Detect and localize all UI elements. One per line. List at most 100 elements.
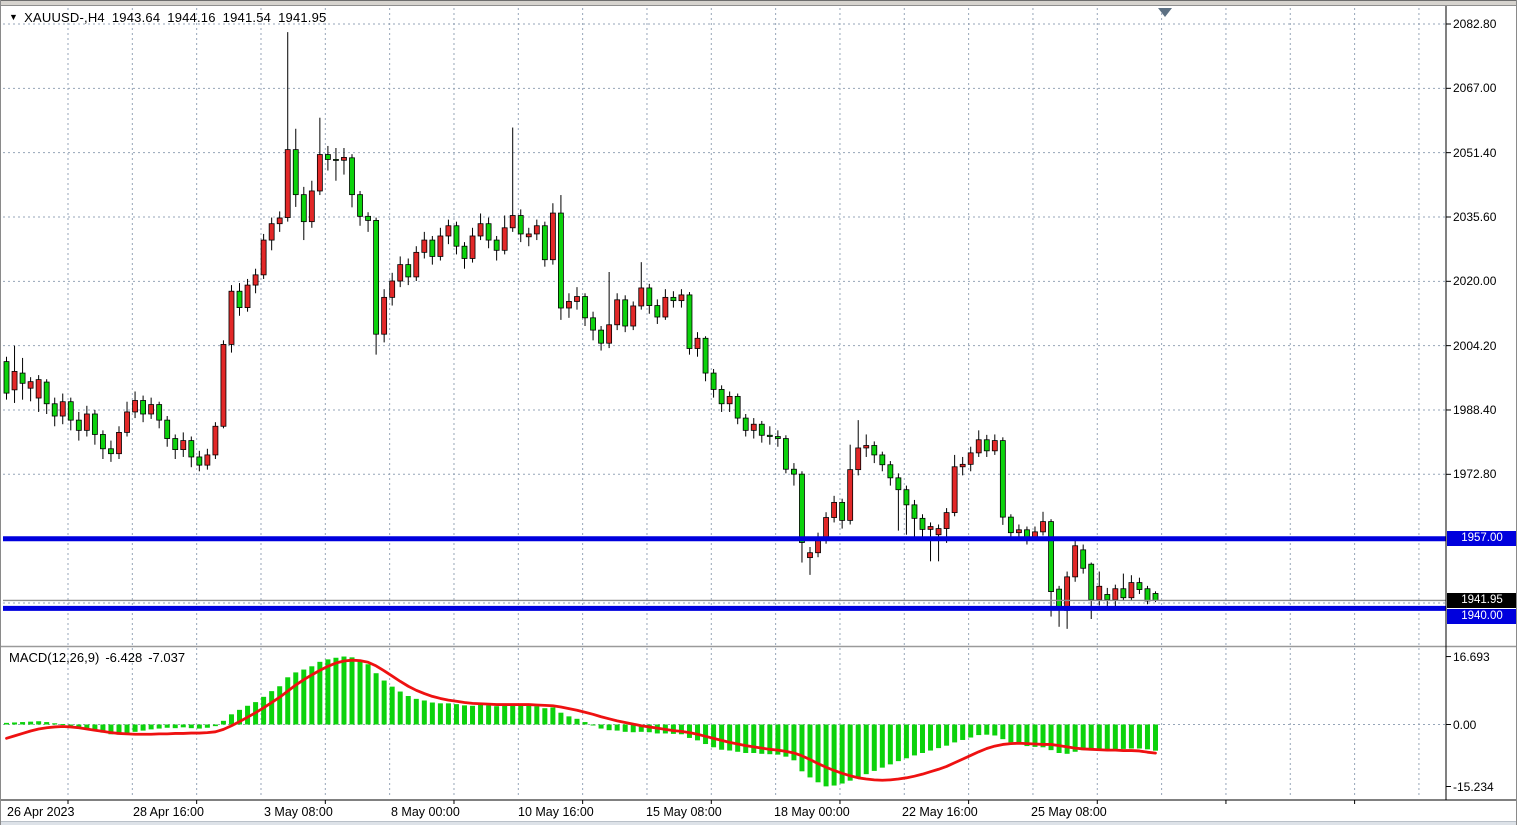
macd-histogram-bar: [486, 705, 492, 725]
candle-body: [670, 296, 677, 302]
macd-histogram-bar: [903, 724, 909, 759]
macd-histogram-bar: [936, 724, 942, 749]
macd-histogram-bar: [1088, 724, 1094, 751]
macd-histogram-bar: [558, 712, 564, 725]
macd-histogram-bar: [678, 724, 684, 735]
candle-body: [324, 154, 331, 160]
low-value: 1941.54: [222, 10, 272, 25]
candle-body: [959, 463, 966, 468]
macd-histogram-bar: [309, 666, 315, 725]
macd-histogram-bar: [1008, 724, 1014, 743]
time-axis-label: 15 May 08:00: [646, 805, 722, 819]
candle-body: [35, 379, 42, 399]
price-axis-label: 2004.20: [1453, 338, 1497, 353]
close-value: 1941.95: [278, 10, 327, 25]
macd-histogram-bar: [783, 724, 789, 757]
candle-body: [1064, 576, 1071, 611]
candle-body: [782, 438, 789, 470]
candle-body: [148, 404, 155, 415]
candle-body: [308, 190, 315, 223]
candle-body: [726, 395, 733, 405]
macd-histogram-bar: [405, 696, 411, 725]
macd-histogram-bar: [84, 724, 90, 730]
macd-histogram-bar: [12, 722, 18, 725]
open-value: 1943.64: [111, 10, 161, 25]
macd-histogram-bar: [1048, 724, 1054, 751]
time-axis-label: 26 Apr 2023: [7, 805, 75, 819]
macd-histogram-bar: [727, 724, 733, 751]
candle-body: [1104, 594, 1111, 601]
macd-histogram-bar: [437, 703, 443, 725]
candle-body: [590, 317, 596, 331]
macd-signal-line: [5, 658, 1157, 782]
candle-body: [100, 434, 106, 450]
macd-histogram-bar: [759, 724, 765, 754]
macd-histogram-bar: [614, 724, 620, 731]
symbol-period-label: XAUUSD-,H4: [24, 10, 105, 25]
candle-body: [212, 425, 219, 456]
macd-histogram-bar: [228, 714, 234, 725]
candle-body: [381, 296, 388, 335]
candle-body: [975, 439, 982, 454]
candle-body: [686, 294, 693, 349]
macd-histogram-bar: [686, 724, 692, 738]
candle-body: [983, 439, 990, 452]
macd-histogram-bar: [172, 724, 178, 729]
macd-histogram-bar: [397, 691, 403, 725]
macd-histogram-bar: [1056, 724, 1062, 753]
macd-histogram-bar: [839, 724, 845, 784]
candle-body: [951, 466, 958, 514]
candle-body: [1080, 549, 1087, 569]
candle-body: [1024, 529, 1030, 538]
candle-body: [807, 552, 813, 559]
candle-body: [654, 305, 661, 318]
macd-histogram-bar: [598, 724, 604, 729]
candle-body: [349, 157, 355, 196]
macd-histogram-bar: [1104, 724, 1110, 750]
macd-histogram-bar: [116, 724, 122, 735]
macd-histogram-bar: [751, 724, 757, 753]
macd-histogram-bar: [285, 677, 291, 725]
macd-histogram-bar: [735, 724, 741, 752]
candle-body: [1072, 545, 1079, 578]
macd-histogram-bar: [791, 724, 797, 761]
candle-body: [1120, 588, 1127, 599]
macd-histogram-bar: [92, 724, 98, 732]
candle-body: [75, 419, 82, 431]
macd-histogram-bar: [670, 724, 676, 734]
chart-shift-marker-icon[interactable]: [1158, 8, 1173, 17]
macd-histogram-bar: [992, 724, 998, 736]
macd-indicator-label: MACD(12,26,9): [9, 650, 100, 665]
candle-body: [541, 225, 548, 261]
candle-body: [164, 419, 171, 439]
candle-body: [292, 149, 299, 196]
macd-histogram-bar: [919, 724, 925, 753]
candle-body: [1088, 563, 1095, 601]
macd-histogram-bar: [341, 656, 347, 725]
price-axis-label: 1988.40: [1453, 402, 1497, 417]
macd-axis-label: 0.00: [1453, 717, 1477, 732]
macd-histogram-bar: [245, 705, 251, 725]
macd-histogram-bar: [100, 724, 106, 733]
macd-histogram-bar: [1016, 724, 1022, 745]
macd-signal-value: -7.037: [148, 650, 186, 665]
candle-body: [967, 452, 974, 465]
macd-histogram-bar: [212, 724, 218, 727]
macd-histogram-bar: [952, 724, 958, 743]
candle-body: [485, 223, 492, 241]
macd-histogram-bar: [895, 724, 901, 762]
candle-body: [493, 239, 500, 251]
macd-histogram-bar: [1144, 724, 1150, 750]
candle-body: [461, 245, 468, 259]
candle-body: [791, 468, 797, 475]
candle-body: [244, 284, 251, 308]
candle-body: [51, 403, 58, 417]
candle-body: [638, 287, 645, 307]
candle-body: [83, 413, 90, 431]
macd-histogram-bar: [60, 724, 66, 726]
macd-histogram-bar: [703, 724, 709, 745]
macd-histogram-bar: [381, 680, 387, 725]
macd-histogram-bar: [590, 724, 596, 726]
